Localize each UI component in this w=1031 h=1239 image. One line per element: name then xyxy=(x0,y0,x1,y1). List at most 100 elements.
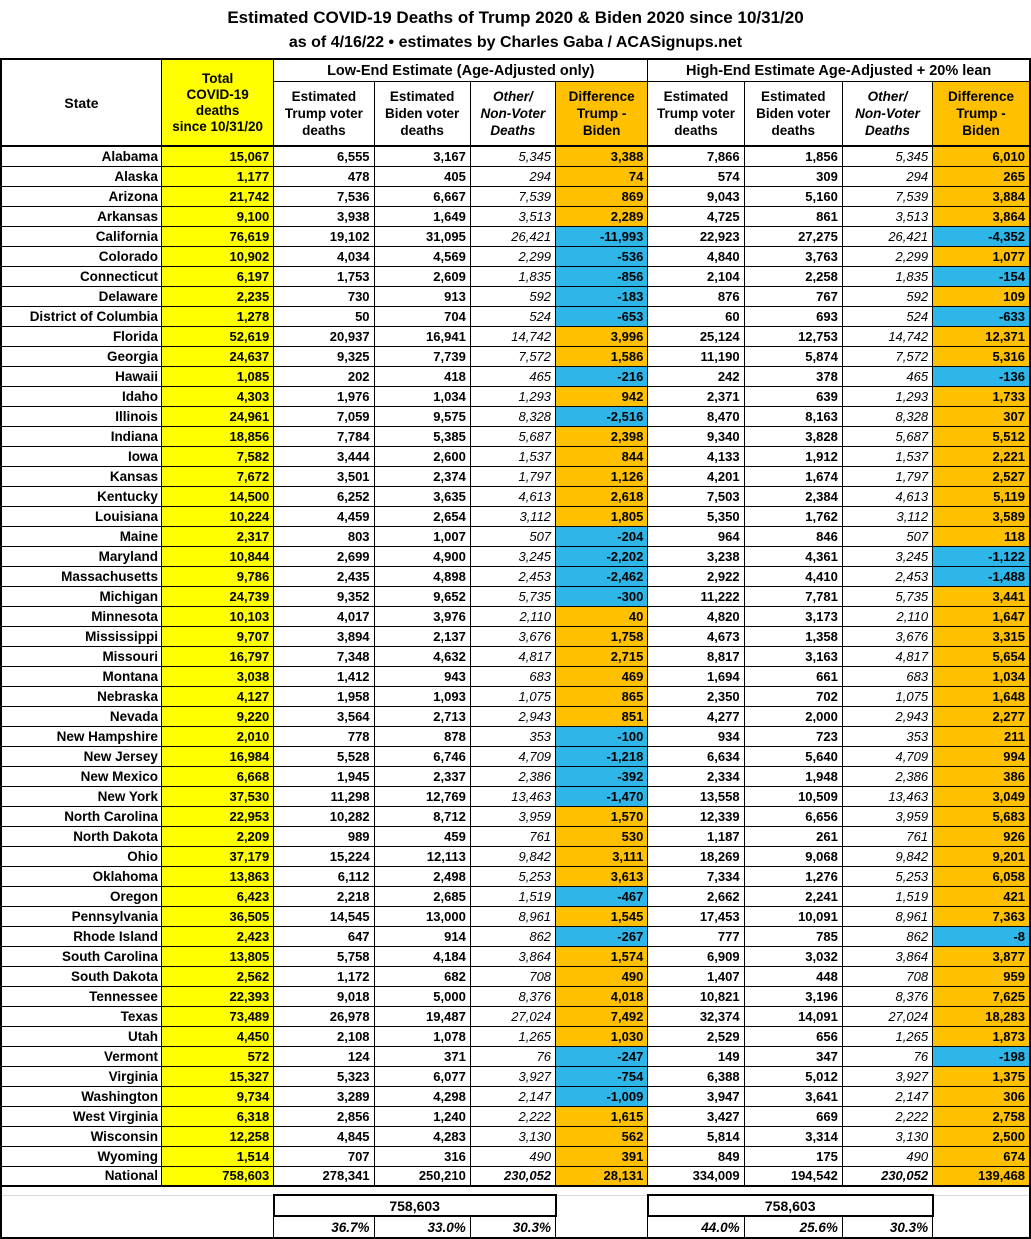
state-cell: Oklahoma xyxy=(0,865,162,887)
total-deaths-cell: 24,739 xyxy=(160,585,275,607)
high-biden-deaths-cell: 2,000 xyxy=(743,705,843,727)
high-difference-cell: 3,864 xyxy=(932,205,1031,227)
high-other-deaths-cell: 708 xyxy=(841,965,934,987)
table-body: Alabama 15,067 6,555 3,167 5,345 3,388 7… xyxy=(0,145,1031,1187)
high-difference-cell: 674 xyxy=(932,1145,1031,1167)
low-other-deaths-cell: 507 xyxy=(469,525,557,547)
high-difference-cell: 959 xyxy=(932,965,1031,987)
high-trump-deaths-cell: 2,662 xyxy=(647,885,745,907)
low-difference-cell: 40 xyxy=(555,605,649,627)
low-difference-cell: 74 xyxy=(555,165,649,187)
low-trump-deaths-cell: 5,758 xyxy=(273,945,375,967)
low-difference-cell: -204 xyxy=(555,525,649,547)
high-trump-deaths-cell: 9,340 xyxy=(647,425,745,447)
state-cell: New Mexico xyxy=(0,765,162,787)
high-other-deaths-cell: 2,453 xyxy=(841,565,934,587)
low-trump-deaths-cell: 14,545 xyxy=(273,905,375,927)
low-difference-cell: 3,613 xyxy=(555,865,649,887)
table-row: Rhode Island 2,423 647 914 862 -267 777 … xyxy=(0,925,1031,947)
table-row: Minnesota 10,103 4,017 3,976 2,110 40 4,… xyxy=(0,605,1031,627)
low-other-deaths-cell: 294 xyxy=(469,165,557,187)
high-trump-deaths-cell: 3,947 xyxy=(647,1085,745,1107)
low-biden-deaths-cell: 704 xyxy=(373,305,471,327)
high-difference-cell: 386 xyxy=(932,765,1031,787)
low-difference-cell: -754 xyxy=(555,1065,649,1087)
low-difference-cell: -11,993 xyxy=(555,225,649,247)
total-deaths-cell: 1,177 xyxy=(160,165,275,187)
low-biden-deaths-cell: 6,746 xyxy=(373,745,471,767)
high-difference-cell: 5,683 xyxy=(932,805,1031,827)
low-difference-cell: 851 xyxy=(555,705,649,727)
low-other-deaths-cell: 9,842 xyxy=(469,845,557,867)
total-deaths-cell: 10,902 xyxy=(160,245,275,267)
high-biden-deaths-cell: 10,509 xyxy=(743,785,843,807)
state-cell: Maine xyxy=(0,525,162,547)
low-biden-deaths-cell: 316 xyxy=(373,1145,471,1167)
high-difference-cell: 306 xyxy=(932,1085,1031,1107)
low-trump-deaths-cell: 15,224 xyxy=(273,845,375,867)
low-other-deaths-cell: 490 xyxy=(469,1145,557,1167)
table-row: Kansas 7,672 3,501 2,374 1,797 1,126 4,2… xyxy=(0,465,1031,487)
high-difference-cell: 3,315 xyxy=(932,625,1031,647)
low-other-deaths-cell: 3,130 xyxy=(469,1125,557,1147)
high-trump-deaths-cell: 934 xyxy=(647,725,745,747)
low-trump-deaths-cell: 989 xyxy=(273,825,375,847)
low-other-deaths-cell: 4,613 xyxy=(469,485,557,507)
low-trump-deaths-cell: 4,034 xyxy=(273,245,375,267)
high-end-total-box: 758,603 xyxy=(646,1194,934,1217)
spacer-cell xyxy=(1,1186,162,1196)
low-biden-deaths-cell: 3,167 xyxy=(373,145,471,167)
state-cell: West Virginia xyxy=(0,1105,162,1127)
high-difference-cell: 3,877 xyxy=(932,945,1031,967)
high-trump-deaths-cell: 32,374 xyxy=(647,1005,745,1027)
high-difference-cell: -8 xyxy=(932,925,1031,947)
high-biden-deaths-cell: 3,163 xyxy=(743,645,843,667)
low-biden-deaths-cell: 914 xyxy=(373,925,471,947)
high-other-deaths-cell: 3,112 xyxy=(841,505,934,527)
high-difference-cell: 139,468 xyxy=(932,1165,1031,1187)
total-deaths-cell: 9,734 xyxy=(160,1085,275,1107)
high-trump-deaths-cell: 2,371 xyxy=(647,385,745,407)
high-biden-deaths-cell: 723 xyxy=(743,725,843,747)
state-cell: National xyxy=(0,1165,162,1187)
high-biden-deaths-cell: 1,276 xyxy=(743,865,843,887)
table-row: Alaska 1,177 478 405 294 74 574 309 294 … xyxy=(0,165,1031,187)
low-other-deaths-cell: 2,386 xyxy=(469,765,557,787)
high-trump-deaths-cell: 5,814 xyxy=(647,1125,745,1147)
state-cell: Mississippi xyxy=(0,625,162,647)
high-biden-deaths-cell: 448 xyxy=(743,965,843,987)
state-cell: Rhode Island xyxy=(0,925,162,947)
high-difference-cell: 1,733 xyxy=(932,385,1031,407)
empty-cell xyxy=(932,1195,1030,1216)
low-trump-deaths-cell: 20,937 xyxy=(273,325,375,347)
table-row: Arizona 21,742 7,536 6,667 7,539 869 9,0… xyxy=(0,185,1031,207)
low-difference-cell: 4,018 xyxy=(555,985,649,1007)
total-deaths-cell: 2,562 xyxy=(160,965,275,987)
low-other-deaths-cell: 465 xyxy=(469,365,557,387)
high-trump-deaths-cell: 574 xyxy=(647,165,745,187)
low-trump-deaths-cell: 1,976 xyxy=(273,385,375,407)
high-biden-deaths-cell: 1,948 xyxy=(743,765,843,787)
table-row: Oklahoma 13,863 6,112 2,498 5,253 3,613 … xyxy=(0,865,1031,887)
high-biden-deaths-cell: 639 xyxy=(743,385,843,407)
state-column-header: State xyxy=(0,58,162,147)
low-difference-cell: 1,574 xyxy=(555,945,649,967)
state-cell: Iowa xyxy=(0,445,162,467)
high-trump-deaths-cell: 22,923 xyxy=(647,225,745,247)
low-other-deaths-cell: 1,265 xyxy=(469,1025,557,1047)
spacer-cell xyxy=(932,1186,1030,1196)
low-trump-deaths-cell: 10,282 xyxy=(273,805,375,827)
page-title: Estimated COVID-19 Deaths of Trump 2020 … xyxy=(227,8,804,27)
low-biden-deaths-cell: 2,685 xyxy=(373,885,471,907)
table-row: Mississippi 9,707 3,894 2,137 3,676 1,75… xyxy=(0,625,1031,647)
total-deaths-cell: 4,303 xyxy=(160,385,275,407)
table-row: Oregon 6,423 2,218 2,685 1,519 -467 2,66… xyxy=(0,885,1031,907)
total-deaths-cell: 2,010 xyxy=(160,725,275,747)
high-trump-deaths-cell: 849 xyxy=(647,1145,745,1167)
high-trump-deaths-cell: 4,820 xyxy=(647,605,745,627)
table-row: Vermont 572 124 371 76 -247 149 347 76 -… xyxy=(0,1045,1031,1067)
low-other-deaths-cell: 3,676 xyxy=(469,625,557,647)
high-difference-cell: 118 xyxy=(932,525,1031,547)
table-row: Virginia 15,327 5,323 6,077 3,927 -754 6… xyxy=(0,1065,1031,1087)
high-difference-cell: 7,625 xyxy=(932,985,1031,1007)
